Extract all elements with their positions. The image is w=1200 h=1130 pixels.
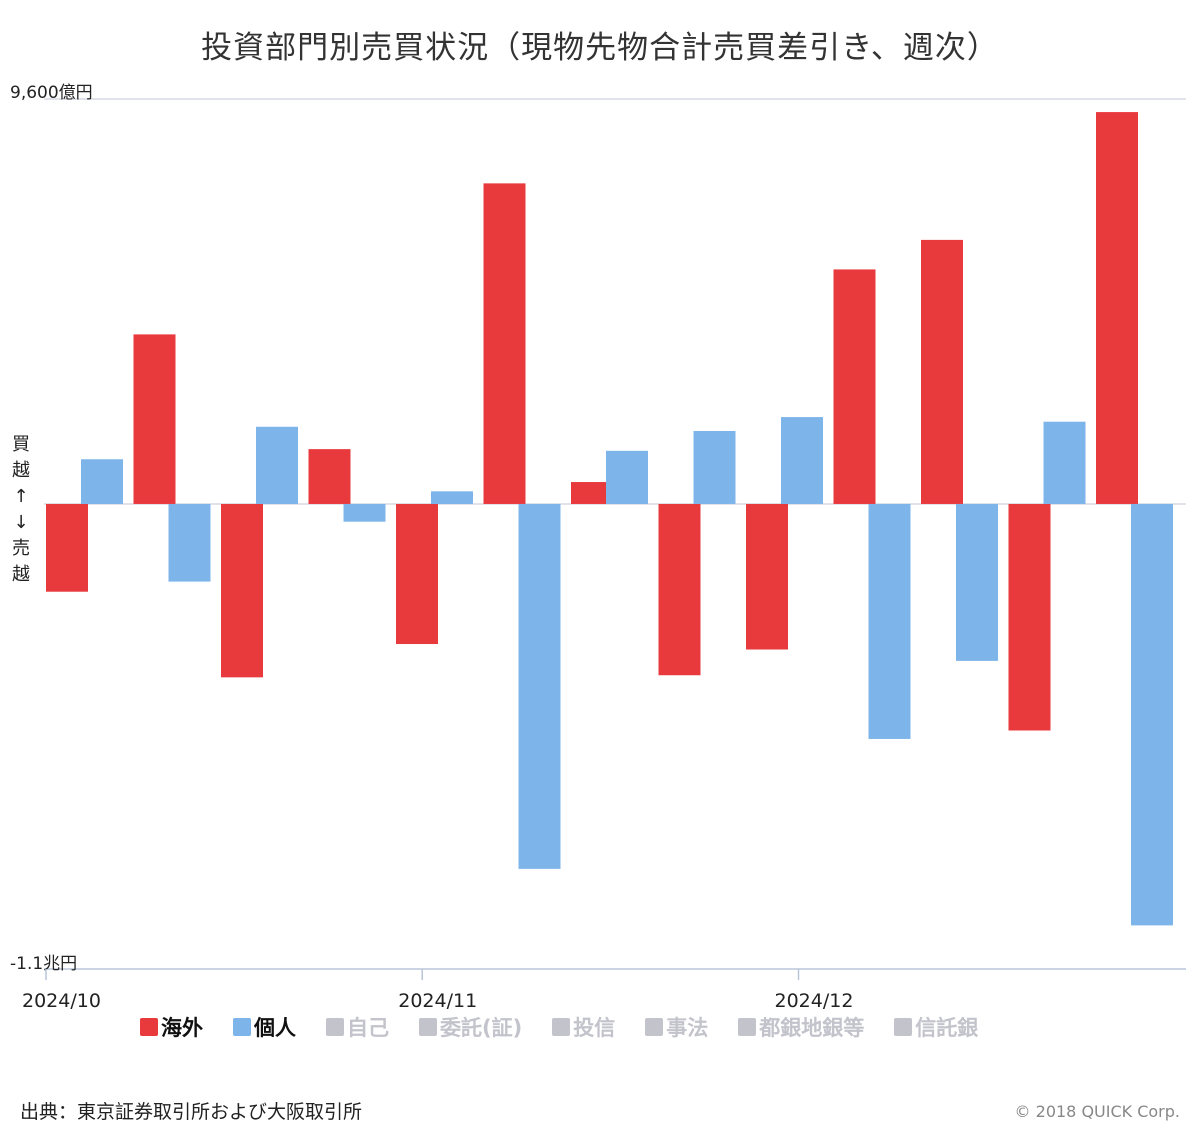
bar-kaigai-week-9 <box>746 503 788 650</box>
legend-swatch <box>419 1018 437 1036</box>
down-arrow: ↓ <box>13 512 29 533</box>
legend-swatch <box>894 1018 913 1036</box>
legend-label: 自己 <box>347 1016 389 1040</box>
sell-char-1: 売 <box>12 538 30 559</box>
bar-kaigai-week-10 <box>833 269 876 504</box>
bar-kojin-week-2 <box>168 503 211 582</box>
legend-swatch <box>552 1018 571 1036</box>
x-tick-label: 2024/12 <box>775 990 854 1012</box>
legend-label: 信託銀 <box>915 1016 979 1040</box>
bar-kojin-week-4 <box>343 503 386 522</box>
legend-swatch <box>326 1018 344 1036</box>
legend-label: 海外 <box>161 1016 203 1040</box>
bar-kojin-week-7 <box>606 450 648 504</box>
legend: 海外 個人 自己 委託(証) 投信 事法 都銀地銀等 信託銀 <box>140 1012 1120 1042</box>
bar-kaigai-week-11 <box>921 239 963 504</box>
legend-item-kaigai[interactable]: 海外 <box>140 1012 203 1042</box>
x-tick-label: 2024/10 <box>22 990 101 1012</box>
legend-label: 投信 <box>573 1016 616 1040</box>
legend-swatch <box>233 1018 251 1036</box>
y-max-label: 9,600億円 <box>10 83 93 103</box>
bar-kaigai-week-12 <box>1008 503 1051 731</box>
legend-item-itaku[interactable]: 委託(証) <box>419 1012 522 1042</box>
legend-swatch <box>738 1018 757 1036</box>
bar-kaigai-week-2 <box>133 334 176 504</box>
buy-char-1: 買 <box>12 434 30 455</box>
bar-kaigai-week-8 <box>658 503 701 676</box>
bar-kojin-week-3 <box>256 426 298 504</box>
legend-label: 事法 <box>666 1016 709 1040</box>
chart-title: 投資部門別売買状況（現物先物合計売買差引き、週次） <box>201 30 999 66</box>
legend-swatch <box>140 1018 158 1036</box>
x-tick-label: 2024/11 <box>398 990 477 1012</box>
legend-item-toginchigin[interactable]: 都銀地銀等 <box>738 1012 864 1042</box>
bar-kojin-week-1 <box>81 459 123 504</box>
legend-item-jihou[interactable]: 事法 <box>645 1012 708 1042</box>
buy-char-2: 越 <box>12 460 30 481</box>
chart-area: 9,600億円 -1.1兆円 2024/10 2024/11 2024/12 <box>10 83 1186 1012</box>
legend-label: 個人 <box>254 1016 296 1040</box>
bar-kaigai-week-5 <box>396 503 438 645</box>
copyright: © 2018 QUICK Corp. <box>1014 1102 1180 1121</box>
bar-kaigai-week-4 <box>308 449 351 504</box>
bar-kojin-week-10 <box>868 503 911 739</box>
bars <box>46 112 1173 926</box>
bar-kojin-week-5 <box>431 491 473 504</box>
bar-kaigai-week-7 <box>571 482 613 504</box>
axis-labels: 9,600億円 -1.1兆円 2024/10 2024/11 2024/12 <box>10 83 853 1012</box>
legend-item-shintakugin[interactable]: 信託銀 <box>894 1012 978 1042</box>
up-arrow: ↑ <box>13 486 29 507</box>
legend-item-kojin[interactable]: 個人 <box>233 1012 296 1042</box>
legend-label: 委託(証) <box>440 1016 523 1040</box>
bar-kojin-week-11 <box>956 503 998 661</box>
legend-item-toshin[interactable]: 投信 <box>552 1012 615 1042</box>
y-min-label: -1.1兆円 <box>10 954 77 974</box>
bar-kaigai-week-6 <box>483 183 526 504</box>
legend-swatch <box>645 1018 664 1036</box>
bar-kaigai-week-13 <box>1096 112 1138 504</box>
legend-item-jiko[interactable]: 自己 <box>326 1012 389 1042</box>
bar-kojin-week-6 <box>518 503 561 869</box>
bar-kojin-week-12 <box>1043 421 1086 504</box>
legend-label: 都銀地銀等 <box>759 1016 865 1040</box>
source-note: 出典：東京証券取引所および大阪取引所 <box>20 1101 363 1123</box>
bar-kojin-week-9 <box>781 417 823 504</box>
sell-char-2: 越 <box>12 564 30 585</box>
bar-kojin-week-8 <box>693 430 736 504</box>
bar-kaigai-week-1 <box>46 503 88 592</box>
buy-sell-indicator: 買 越 ↑ ↓ 売 越 <box>10 432 32 588</box>
bar-kojin-week-13 <box>1131 503 1173 926</box>
bar-kaigai-week-3 <box>221 503 263 678</box>
